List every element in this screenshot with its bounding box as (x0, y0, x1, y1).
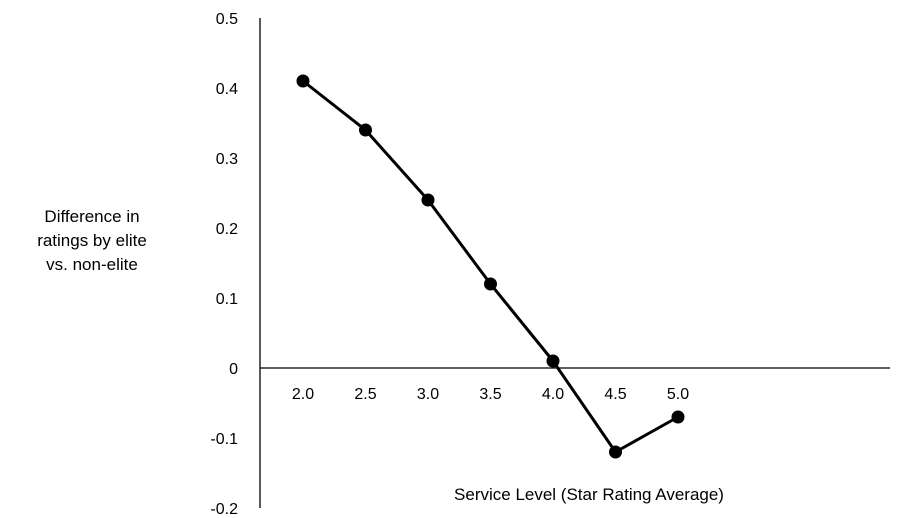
x-tick-label: 2.0 (292, 386, 314, 403)
y-tick-label: -0.2 (210, 501, 238, 518)
data-point (546, 354, 560, 368)
y-axis: 0.5 0.4 0.3 0.2 0.1 0 -0.1 -0.2 (210, 11, 261, 518)
data-point (421, 193, 435, 207)
data-point (671, 410, 685, 424)
x-tick-label: 3.5 (479, 386, 501, 403)
y-tick-label: 0.5 (216, 11, 238, 28)
x-axis-title: Service Level (Star Rating Average) (454, 485, 724, 504)
data-point (296, 74, 310, 88)
data-point (484, 277, 497, 291)
data-point (359, 123, 372, 137)
y-tick-label: 0.1 (216, 291, 238, 308)
x-tick-label: 4.5 (604, 386, 626, 403)
x-tick-label: 4.0 (542, 386, 564, 403)
y-tick-label: -0.1 (210, 431, 238, 448)
y-axis-title: Difference in ratings by elite vs. non-eli… (37, 207, 147, 274)
y-axis-title-line: vs. non-elite (46, 255, 138, 274)
y-tick-label: 0 (229, 361, 238, 378)
x-axis: 2.0 2.5 3.0 3.5 4.0 4.5 5.0 (260, 367, 890, 403)
x-tick-label: 5.0 (667, 386, 689, 403)
x-tick-label: 3.0 (417, 386, 439, 403)
y-axis-title-line: Difference in (44, 207, 139, 226)
y-tick-label: 0.2 (216, 221, 238, 238)
y-axis-title-line: ratings by elite (37, 231, 147, 250)
series-line-group (296, 74, 685, 459)
y-tick-label: 0.4 (216, 81, 238, 98)
data-point (609, 445, 622, 459)
y-tick-label: 0.3 (216, 151, 238, 168)
x-tick-label: 2.5 (354, 386, 376, 403)
